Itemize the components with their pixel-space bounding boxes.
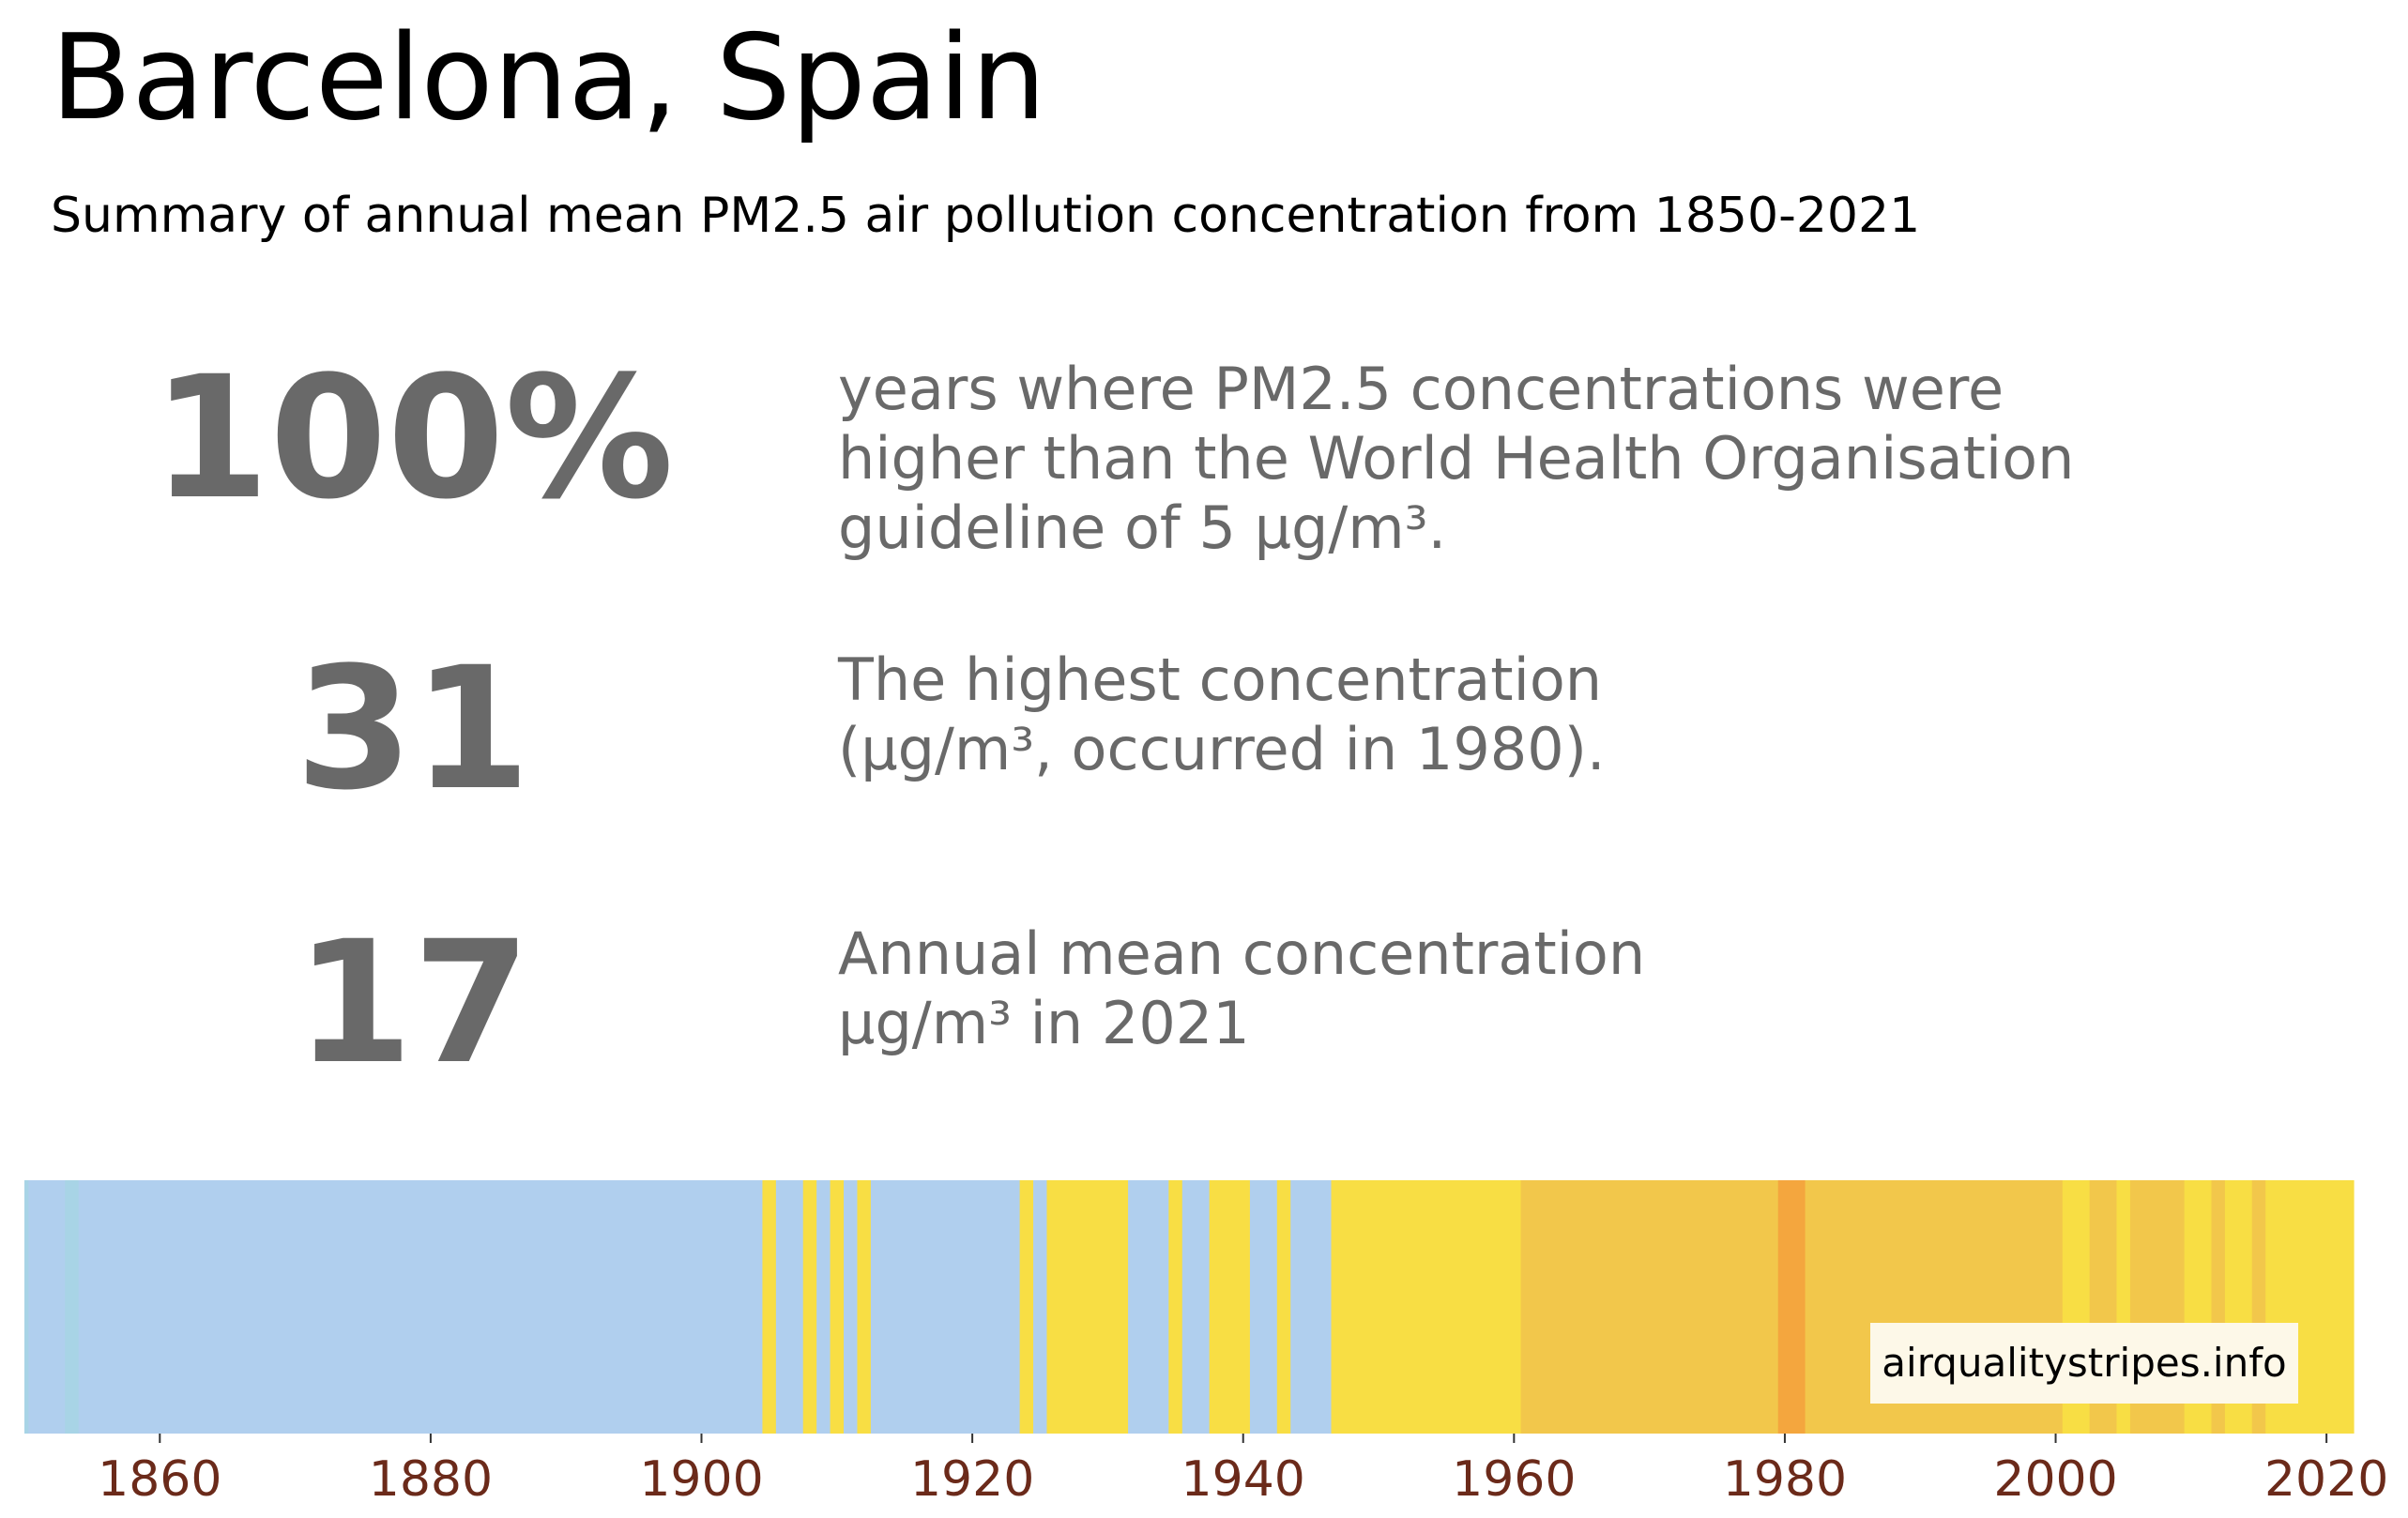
stripe-15 [1128,1180,1169,1434]
stripe-3 [78,1180,764,1434]
stripe-14 [1046,1180,1129,1434]
x-tick-label: 1880 [369,1451,493,1508]
x-tick-label: 1960 [1452,1451,1576,1508]
stat-current-description: Annual mean concentration µg/m³ in 2021 [838,919,1645,1058]
stripe-16 [1168,1180,1183,1434]
stat-current-line: µg/m³ in 2021 [838,989,1250,1057]
page-subtitle: Summary of annual mean PM2.5 air polluti… [51,188,1921,244]
x-tick-label: 1900 [639,1451,763,1508]
stripe-4 [762,1180,777,1434]
stat-percent-value: 100% [151,341,675,537]
credit-text: airqualitystripes.info [1882,1340,2286,1386]
x-tick-label: 1860 [98,1451,221,1508]
credit-box [1870,1323,2298,1404]
stat-percent-description: years where PM2.5 concentrations were hi… [838,355,2074,563]
stripe-13 [1033,1180,1048,1434]
stat-highest-line: The highest concentration [838,645,1603,714]
stripe-1 [28,1180,66,1434]
stripe-22 [1331,1180,1522,1434]
stripe-9 [844,1180,859,1434]
stripe-11 [870,1180,1021,1434]
stripe-10 [857,1180,872,1434]
stat-highest-line: (µg/m³, occurred in 1980). [838,715,1606,783]
stat-current-value: 17 [295,905,531,1101]
stripe-23 [1520,1180,1779,1434]
stripe-12 [1019,1180,1034,1434]
stripe-7 [816,1180,831,1434]
x-tick-label: 1940 [1181,1451,1305,1508]
stat-percent-line: guideline of 5 µg/m³. [838,493,1447,562]
x-tick-label: 2000 [1993,1451,2117,1508]
stat-current-line: Annual mean concentration [838,919,1646,988]
stripe-17 [1181,1180,1211,1434]
stripe-20 [1276,1180,1291,1434]
stripe-0 [24,1180,29,1434]
x-tick-label: 1920 [910,1451,1034,1508]
stripe-18 [1209,1180,1251,1434]
stripe-6 [802,1180,817,1434]
air-quality-stripes-chart: 1860 1880 1900 1920 1940 1960 1980 2000 2020 air… [24,1180,2388,1508]
stat-highest-value: 31 [295,631,531,827]
stripe-8 [830,1180,845,1434]
x-tick-label: 2020 [2264,1451,2388,1508]
stat-highest-description: The highest concentration (µg/m³, occurr… [838,645,1606,784]
stripe-24 [1777,1180,1806,1434]
page-title: Barcelona, Spain [51,8,1046,146]
stripe-21 [1290,1180,1333,1434]
stripe-2 [65,1180,80,1434]
x-tick-label: 1980 [1723,1451,1847,1508]
stat-percent-line: years where PM2.5 concentrations were [838,355,2004,423]
stripe-5 [775,1180,804,1434]
stripe-19 [1249,1180,1278,1434]
stat-percent-line: higher than the World Health Organisatio… [838,424,2075,493]
